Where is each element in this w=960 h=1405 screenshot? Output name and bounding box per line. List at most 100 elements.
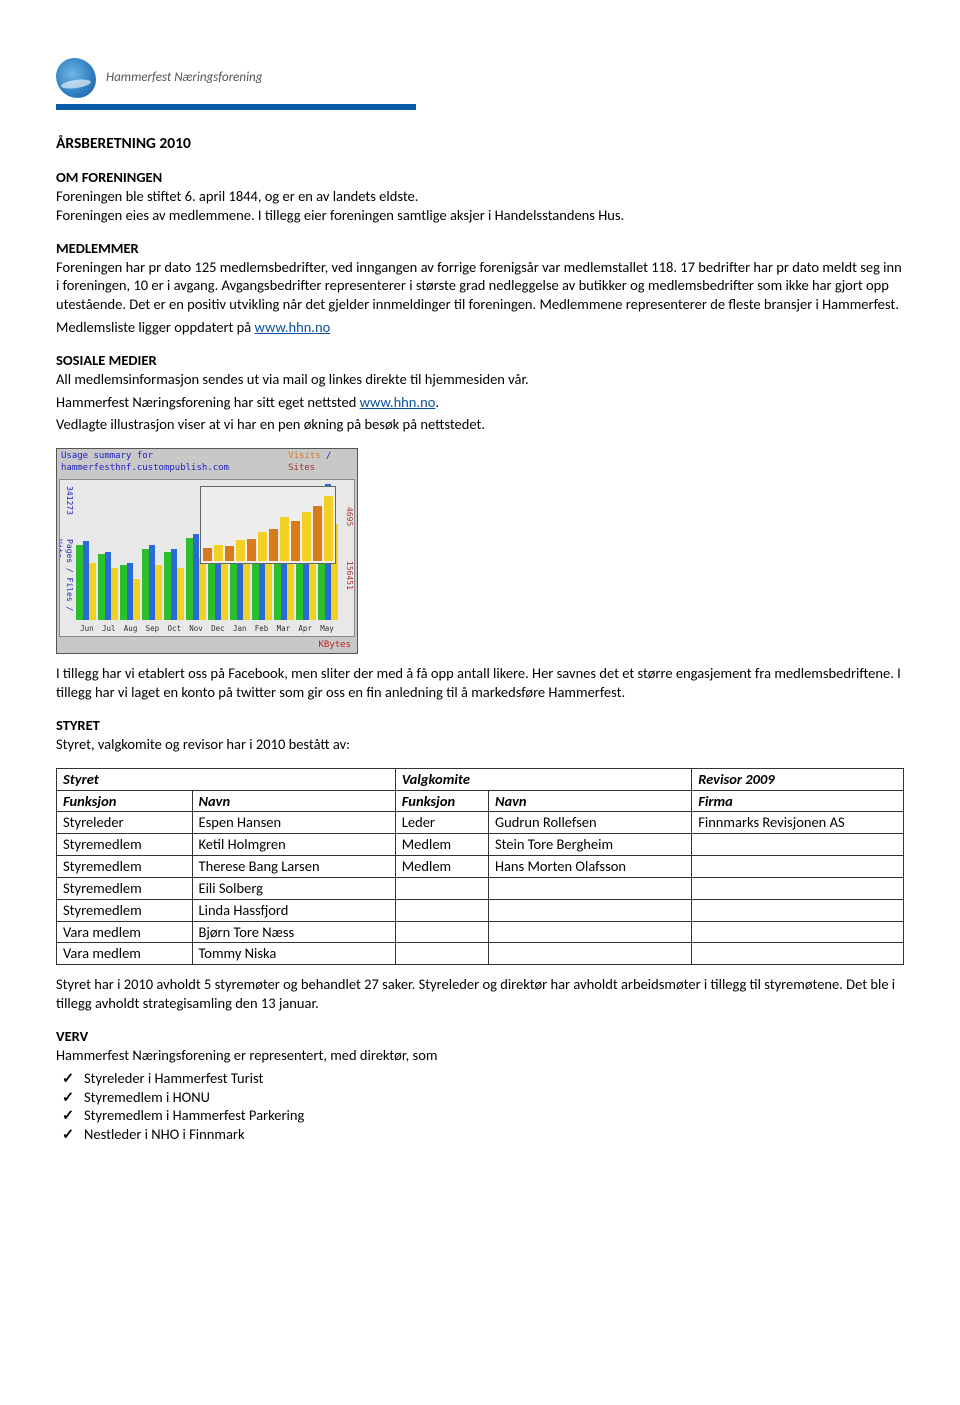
bar xyxy=(155,565,162,619)
inset-bar xyxy=(258,532,267,561)
table-cell xyxy=(395,877,488,899)
chart-month-label: Oct xyxy=(163,624,185,634)
verv-intro: Hammerfest Næringsforening er represente… xyxy=(56,1046,904,1065)
board-table: Styret Valgkomite Revisor 2009 Funksjon … xyxy=(56,768,904,966)
header-logo: Hammerfest Næringsforening xyxy=(56,58,416,110)
inset-bar xyxy=(291,521,300,561)
bar xyxy=(164,552,171,620)
verv-item: Styremedlem i HONU xyxy=(84,1088,904,1107)
bar xyxy=(89,563,96,620)
col-navn-1: Navn xyxy=(192,790,395,812)
bar xyxy=(111,568,118,620)
table-cell xyxy=(488,921,691,943)
logo-mark xyxy=(56,58,96,98)
sosiale-line2: Hammerfest Næringsforening har sitt eget… xyxy=(56,393,904,412)
inset-bar xyxy=(269,529,278,561)
bar xyxy=(171,549,178,620)
chart-month-label: Jul xyxy=(98,624,120,634)
verv-list: Styreleder i Hammerfest TuristStyremedle… xyxy=(56,1069,904,1144)
table-cell xyxy=(692,856,904,878)
bar xyxy=(142,549,149,620)
table-cell: Styremedlem xyxy=(57,856,193,878)
sosiale-line2b: . xyxy=(435,393,439,411)
sosiale-link[interactable]: www.hhn.no xyxy=(360,393,436,411)
bar xyxy=(199,558,206,619)
table-cell xyxy=(488,899,691,921)
verv-item: Styreleder i Hammerfest Turist xyxy=(84,1069,904,1088)
section-om-foreningen: OM FORENINGEN Foreningen ble stiftet 6. … xyxy=(56,168,904,225)
table-row: StyremedlemKetil HolmgrenMedlemStein Tor… xyxy=(57,834,904,856)
table-cell: Ketil Holmgren xyxy=(192,834,395,856)
styret-intro: Styret, valgkomite og revisor har i 2010… xyxy=(56,735,904,754)
bar-group xyxy=(98,484,118,620)
bar-group xyxy=(164,484,184,620)
section-verv: VERV Hammerfest Næringsforening er repre… xyxy=(56,1027,904,1144)
chart-month-row: JunJulAugSepOctNovDecJanFebMarAprMay xyxy=(76,624,338,634)
verv-item: Styremedlem i Hammerfest Parkering xyxy=(84,1106,904,1125)
styret-after: Styret har i 2010 avholdt 5 styremøter o… xyxy=(56,975,904,1013)
chart-title-bar: Usage summary for hammerfesthnf.custompu… xyxy=(57,449,357,476)
chart-month-label: Dec xyxy=(207,624,229,634)
chart-month-label: Sep xyxy=(141,624,163,634)
usage-chart: Usage summary for hammerfesthnf.custompu… xyxy=(56,448,358,654)
table-cell xyxy=(395,899,488,921)
chart-bottom-label: KBytes xyxy=(57,639,357,654)
table-cell: Vara medlem xyxy=(57,943,193,965)
table-cell: Medlem xyxy=(395,834,488,856)
table-row: Vara medlemBjørn Tore Næss xyxy=(57,921,904,943)
table-cell: Bjørn Tore Næss xyxy=(192,921,395,943)
inset-bar xyxy=(247,539,256,561)
chart-right-mid: 156451 xyxy=(345,561,354,590)
bar-group xyxy=(76,484,96,620)
chart-month-label: Jan xyxy=(229,624,251,634)
section-medlemmer: MEDLEMMER Foreningen har pr dato 125 med… xyxy=(56,239,904,337)
chart-right-top: 4695 xyxy=(345,507,354,526)
heading-om-foreningen: OM FORENINGEN xyxy=(56,168,904,187)
table-cell: Styremedlem xyxy=(57,899,193,921)
group-header-revisor: Revisor 2009 xyxy=(692,768,904,790)
table-row: StyremedlemTherese Bang LarsenMedlemHans… xyxy=(57,856,904,878)
table-cell: Therese Bang Larsen xyxy=(192,856,395,878)
bar xyxy=(105,552,112,620)
bar xyxy=(221,554,228,619)
group-header-valgkomite: Valgkomite xyxy=(395,768,691,790)
heading-medlemmer: MEDLEMMER xyxy=(56,239,904,258)
medlemmer-link[interactable]: www.hhn.no xyxy=(255,318,331,336)
inset-bar xyxy=(225,546,234,560)
bar-group xyxy=(142,484,162,620)
table-row: StyremedlemEili Solberg xyxy=(57,877,904,899)
table-cell xyxy=(488,877,691,899)
bar xyxy=(120,565,127,619)
table-cell: Medlem xyxy=(395,856,488,878)
table-cell xyxy=(692,877,904,899)
chart-axis-left: 341273 Pages / Files / Hits xyxy=(60,480,74,618)
sosiale-line2a: Hammerfest Næringsforening har sitt eget… xyxy=(56,393,360,411)
inset-bar xyxy=(302,512,311,561)
chart-month-label: Mar xyxy=(272,624,294,634)
chart-month-label: May xyxy=(316,624,338,634)
chart-axis-right: 4695 156451 xyxy=(340,480,354,618)
chart-month-label: Aug xyxy=(120,624,142,634)
table-row: StyremedlemLinda Hassfjord xyxy=(57,899,904,921)
table-cell: Gudrun Rollefsen xyxy=(488,812,691,834)
inset-bar xyxy=(203,548,212,561)
table-cell xyxy=(395,943,488,965)
table-cell: Espen Hansen xyxy=(192,812,395,834)
table-cell: Vara medlem xyxy=(57,921,193,943)
col-firma: Firma xyxy=(692,790,904,812)
bar xyxy=(98,554,105,619)
inset-bar xyxy=(214,545,223,561)
chart-title-visits: Visits xyxy=(288,451,321,461)
group-header-styret: Styret xyxy=(57,768,396,790)
bar xyxy=(83,541,90,620)
table-col-header-row: Funksjon Navn Funksjon Navn Firma xyxy=(57,790,904,812)
chart-left-label: Pages / Files / Hits xyxy=(59,539,74,612)
table-cell xyxy=(692,834,904,856)
chart-left-max: 341273 xyxy=(65,486,74,515)
medlemmer-link-intro: Medlemsliste ligger oppdatert på xyxy=(56,318,255,336)
chart-title-left: Usage summary for hammerfesthnf.custompu… xyxy=(61,451,288,474)
table-cell: Hans Morten Olafsson xyxy=(488,856,691,878)
table-cell: Styremedlem xyxy=(57,834,193,856)
sosiale-line3: Vedlagte illustrasjon viser at vi har en… xyxy=(56,415,904,434)
table-cell xyxy=(692,921,904,943)
